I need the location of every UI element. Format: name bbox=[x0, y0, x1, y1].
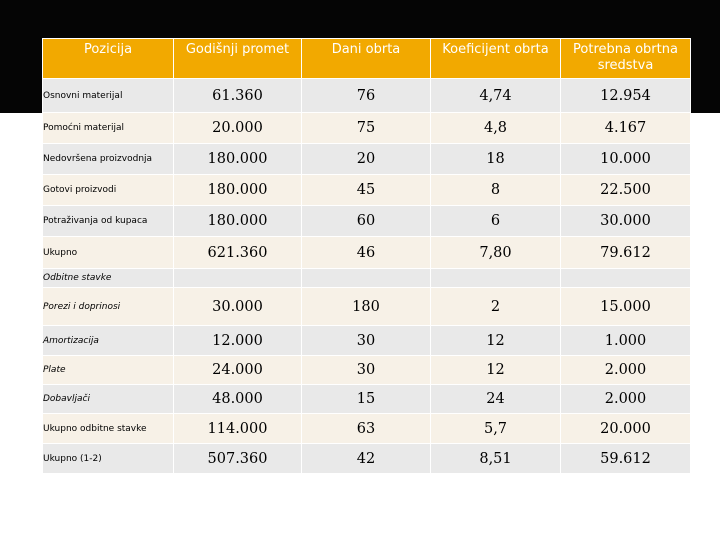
cell-value: 20.000 bbox=[560, 413, 691, 444]
cell-value: 12 bbox=[430, 355, 561, 385]
cell-value: 60 bbox=[301, 205, 431, 237]
section-row: Odbitne stavke bbox=[42, 268, 691, 288]
empty-cell bbox=[173, 268, 302, 288]
cell-value: 2 bbox=[430, 287, 561, 326]
table-row: Plate 24.000 30 12 2.000 bbox=[42, 355, 691, 385]
cell-value: 8 bbox=[430, 174, 561, 206]
table-row: Nedovršena proizvodnja 180.000 20 18 10.… bbox=[42, 143, 691, 175]
table-row-total: Ukupno odbitne stavke 114.000 63 5,7 20.… bbox=[42, 413, 691, 444]
table-row: Osnovni materijal 61.360 76 4,74 12.954 bbox=[42, 78, 691, 113]
table-row-total: Ukupno (1-2) 507.360 42 8,51 59.612 bbox=[42, 443, 691, 474]
cell-value: 180 bbox=[301, 287, 431, 326]
cell-value: 15.000 bbox=[560, 287, 691, 326]
table-row: Dobavljači 48.000 15 24 2.000 bbox=[42, 384, 691, 414]
cell-value: 61.360 bbox=[173, 78, 302, 113]
cell-value: 1.000 bbox=[560, 325, 691, 356]
cell-value: 18 bbox=[430, 143, 561, 175]
cell-value: 48.000 bbox=[173, 384, 302, 414]
empty-cell bbox=[301, 268, 431, 288]
cell-value: 42 bbox=[301, 443, 431, 474]
table-row-total: Ukupno 621.360 46 7,80 79.612 bbox=[42, 236, 691, 269]
cell-value: 20.000 bbox=[173, 112, 302, 144]
cell-value: 12.954 bbox=[560, 78, 691, 113]
row-label: Plate bbox=[42, 355, 174, 385]
cell-value: 507.360 bbox=[173, 443, 302, 474]
cell-value: 10.000 bbox=[560, 143, 691, 175]
row-label: Osnovni materijal bbox=[42, 78, 174, 113]
row-label: Porezi i doprinosi bbox=[42, 287, 174, 326]
header-dani-obrta: Dani obrta bbox=[301, 38, 431, 79]
cell-value: 4,8 bbox=[430, 112, 561, 144]
cell-value: 4.167 bbox=[560, 112, 691, 144]
cell-value: 30 bbox=[301, 325, 431, 356]
cell-value: 45 bbox=[301, 174, 431, 206]
cell-value: 75 bbox=[301, 112, 431, 144]
cell-value: 180.000 bbox=[173, 143, 302, 175]
cell-value: 5,7 bbox=[430, 413, 561, 444]
row-label: Gotovi proizvodi bbox=[42, 174, 174, 206]
table-row: Pomoćni materijal 20.000 75 4,8 4.167 bbox=[42, 112, 691, 144]
row-label: Pomoćni materijal bbox=[42, 112, 174, 144]
cell-value: 79.612 bbox=[560, 236, 691, 269]
cell-value: 180.000 bbox=[173, 174, 302, 206]
cell-value: 12 bbox=[430, 325, 561, 356]
header-pozicija: Pozicija bbox=[42, 38, 174, 79]
cell-value: 7,80 bbox=[430, 236, 561, 269]
cell-value: 2.000 bbox=[560, 384, 691, 414]
cell-value: 46 bbox=[301, 236, 431, 269]
cell-value: 22.500 bbox=[560, 174, 691, 206]
table-row: Porezi i doprinosi 30.000 180 2 15.000 bbox=[42, 287, 691, 326]
row-label: Ukupno odbitne stavke bbox=[42, 413, 174, 444]
row-label: Ukupno (1-2) bbox=[42, 443, 174, 474]
section-label: Odbitne stavke bbox=[42, 268, 174, 288]
header-row: Pozicija Godišnji promet Dani obrta Koef… bbox=[42, 38, 691, 79]
table-row: Potraživanja od kupaca 180.000 60 6 30.0… bbox=[42, 205, 691, 237]
cell-value: 30 bbox=[301, 355, 431, 385]
header-koeficijent-obrta: Koeficijent obrta bbox=[430, 38, 561, 79]
cell-value: 4,74 bbox=[430, 78, 561, 113]
cell-value: 6 bbox=[430, 205, 561, 237]
cell-value: 180.000 bbox=[173, 205, 302, 237]
table-row: Amortizacija 12.000 30 12 1.000 bbox=[42, 325, 691, 356]
row-label: Ukupno bbox=[42, 236, 174, 269]
row-label: Dobavljači bbox=[42, 384, 174, 414]
cell-value: 15 bbox=[301, 384, 431, 414]
empty-cell bbox=[560, 268, 691, 288]
cell-value: 30.000 bbox=[560, 205, 691, 237]
cell-value: 2.000 bbox=[560, 355, 691, 385]
cell-value: 114.000 bbox=[173, 413, 302, 444]
working-capital-table: Pozicija Godišnji promet Dani obrta Koef… bbox=[42, 38, 691, 474]
empty-cell bbox=[430, 268, 561, 288]
row-label: Amortizacija bbox=[42, 325, 174, 356]
header-potrebna-sredstva: Potrebna obrtna sredstva bbox=[560, 38, 691, 79]
cell-value: 30.000 bbox=[173, 287, 302, 326]
cell-value: 20 bbox=[301, 143, 431, 175]
row-label: Nedovršena proizvodnja bbox=[42, 143, 174, 175]
cell-value: 621.360 bbox=[173, 236, 302, 269]
cell-value: 24 bbox=[430, 384, 561, 414]
cell-value: 12.000 bbox=[173, 325, 302, 356]
cell-value: 24.000 bbox=[173, 355, 302, 385]
cell-value: 63 bbox=[301, 413, 431, 444]
row-label: Potraživanja od kupaca bbox=[42, 205, 174, 237]
cell-value: 8,51 bbox=[430, 443, 561, 474]
header-godisnji-promet: Godišnji promet bbox=[173, 38, 302, 79]
cell-value: 59.612 bbox=[560, 443, 691, 474]
cell-value: 76 bbox=[301, 78, 431, 113]
table-row: Gotovi proizvodi 180.000 45 8 22.500 bbox=[42, 174, 691, 206]
